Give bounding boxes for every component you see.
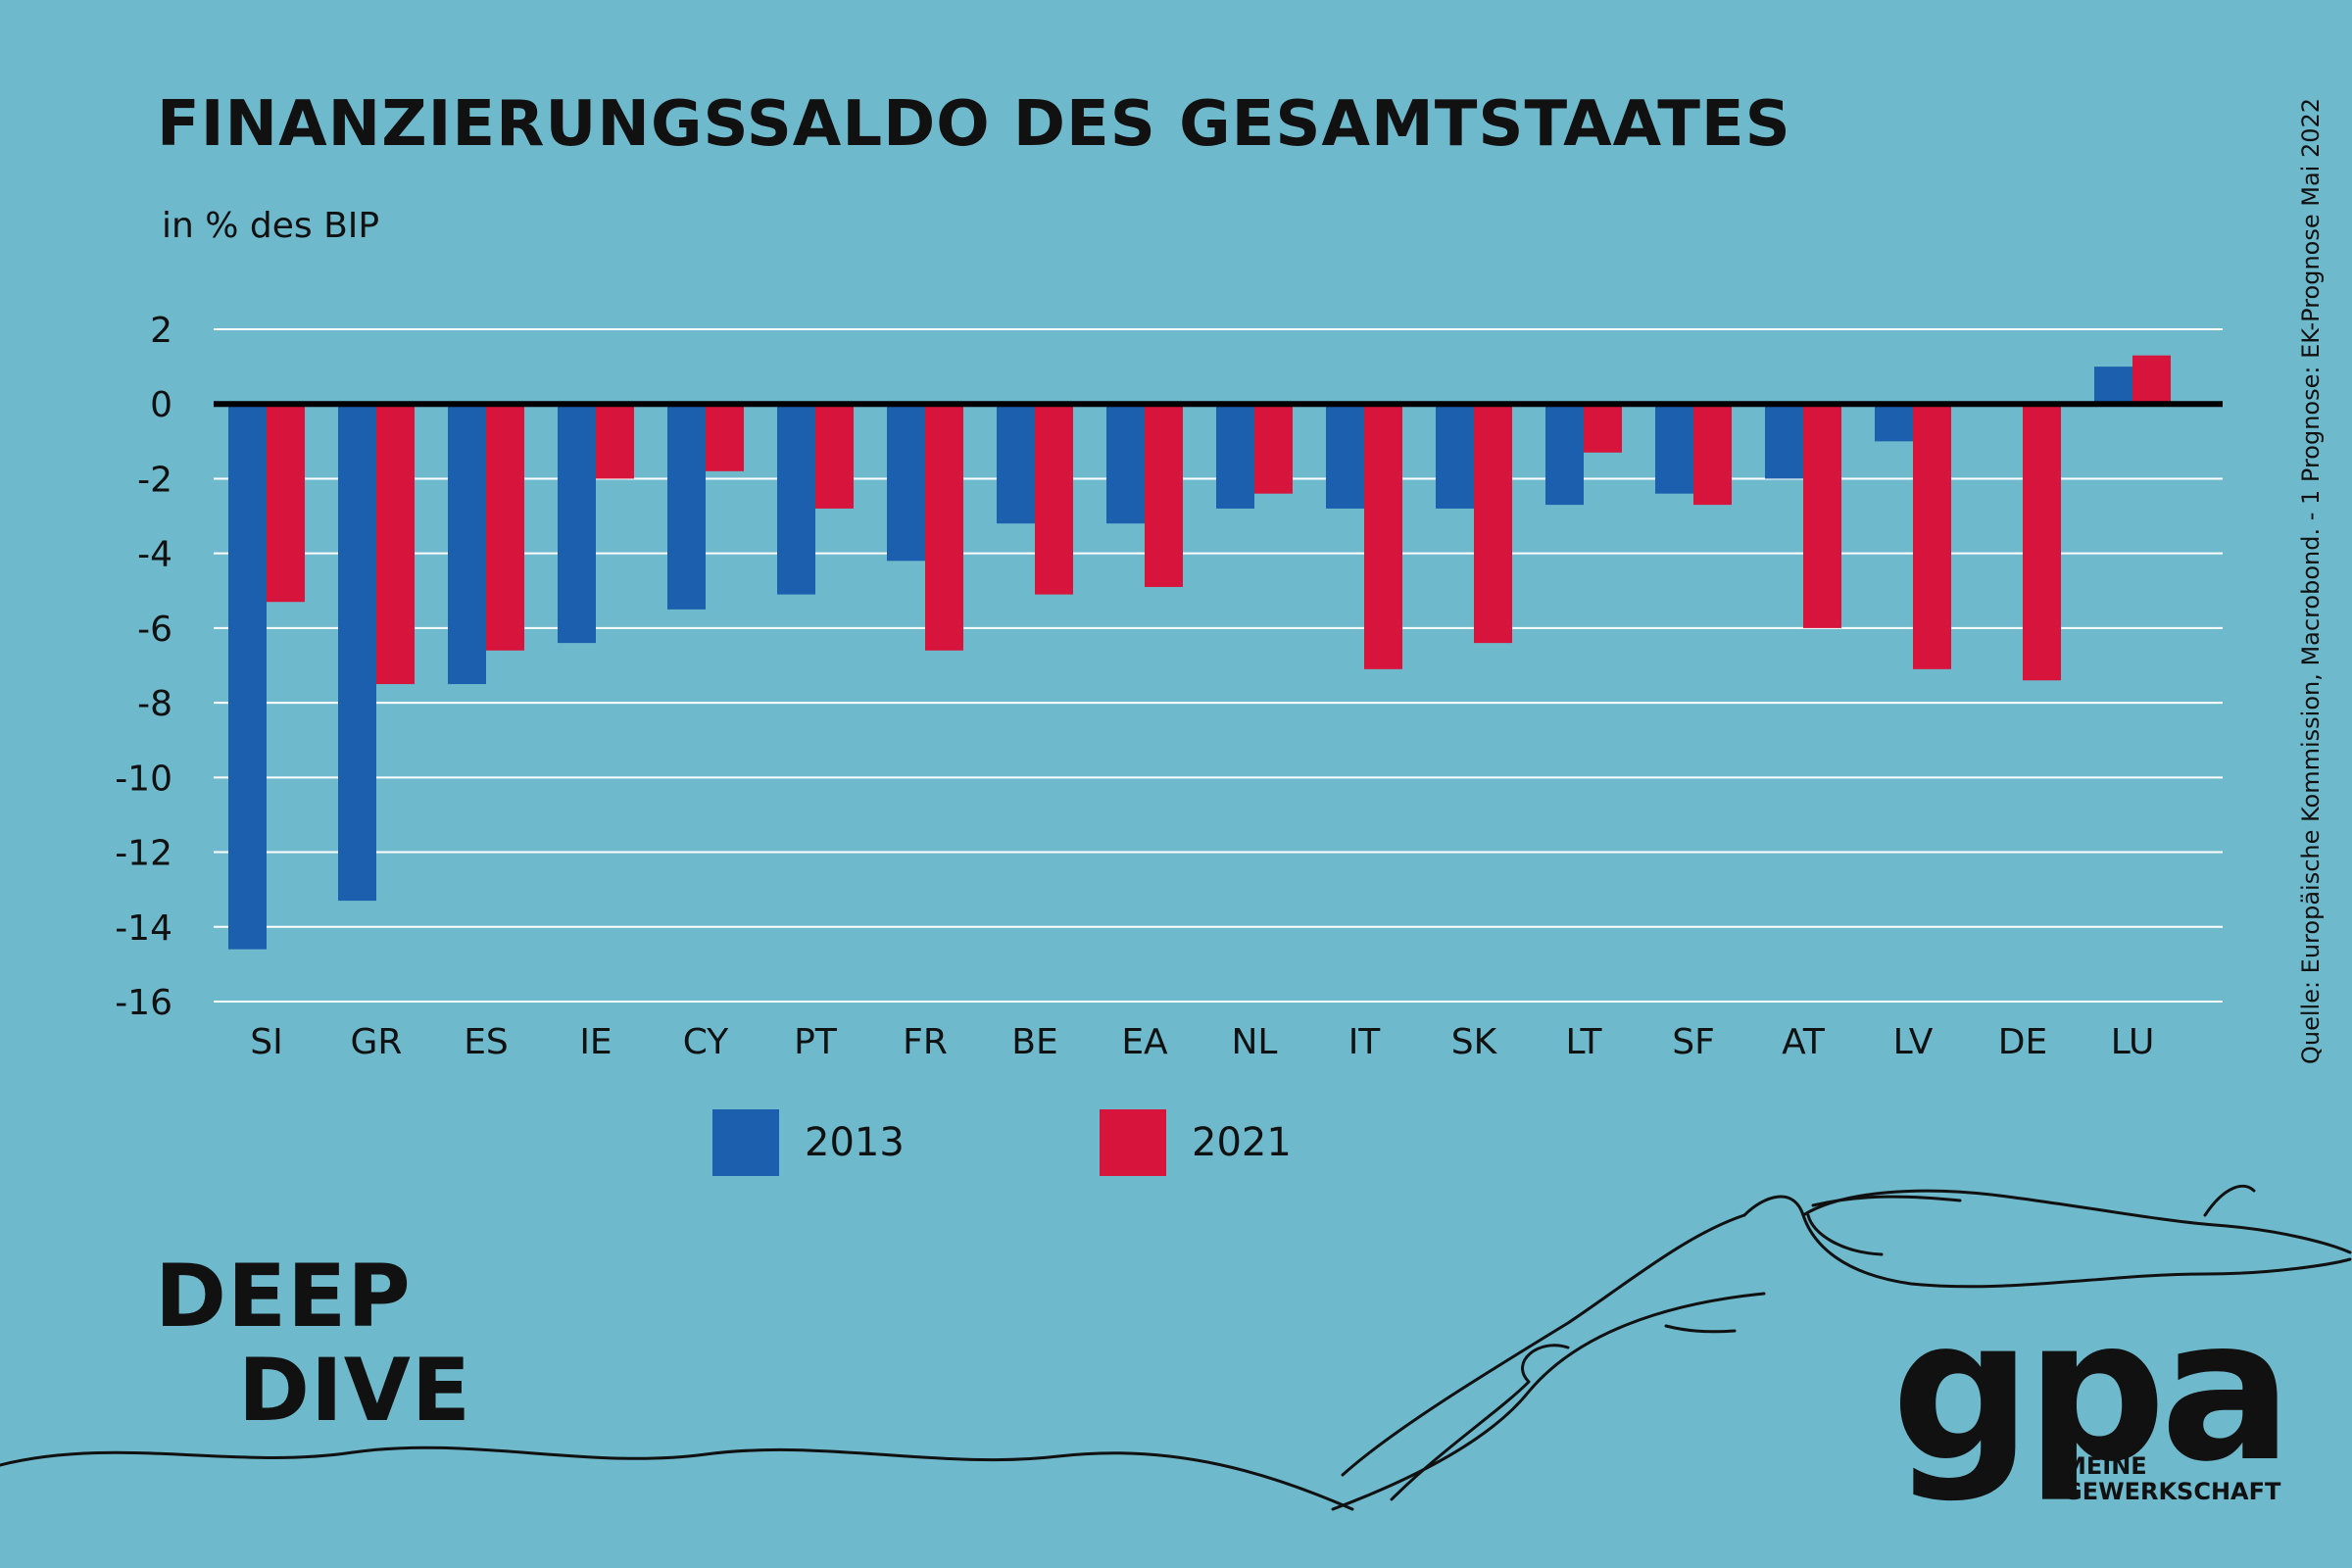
y-tick-label: -12 [115, 834, 172, 874]
bar-GR-2013 [338, 404, 376, 902]
bar-CY-2013 [667, 404, 706, 610]
x-tick-label: LV [1893, 1022, 1934, 1062]
bar-LU-2021 [2132, 355, 2171, 405]
bar-LV-2021 [1913, 404, 1951, 669]
bar-EA-2013 [1106, 404, 1145, 524]
bar-IT-2021 [1364, 404, 1402, 669]
bar-SK-2021 [1474, 404, 1512, 644]
y-tick-label: -16 [115, 983, 172, 1023]
bar-EA-2021 [1145, 404, 1183, 587]
bar-BE-2021 [1035, 404, 1073, 595]
bar-LT-2021 [1584, 404, 1622, 453]
bar-AT-2013 [1765, 404, 1803, 479]
x-tick-label: FR [903, 1022, 948, 1062]
bar-DE-2021 [2023, 404, 2061, 681]
x-tick-label: NL [1232, 1022, 1278, 1062]
bar-PT-2013 [777, 404, 815, 595]
x-tick-label: AT [1782, 1022, 1826, 1062]
legend-item-2021: 2021 [1100, 1109, 1292, 1176]
bar-ES-2013 [448, 404, 486, 685]
x-tick-label: GR [351, 1022, 403, 1062]
x-tick-label: IT [1348, 1022, 1382, 1062]
bar-IT-2013 [1326, 404, 1364, 509]
bar-LV-2013 [1875, 404, 1913, 442]
y-tick-label: -4 [137, 535, 172, 575]
y-tick-label: -8 [137, 684, 172, 724]
bar-FR-2013 [887, 404, 925, 562]
bar-NL-2013 [1216, 404, 1254, 509]
deep-dive-label: DEEP DIVE [155, 1250, 471, 1438]
y-tick-label: -6 [137, 610, 172, 650]
logo-sub-line-2: GEWERKSCHAFT [2063, 1478, 2281, 1505]
x-tick-label: ES [464, 1022, 509, 1062]
bar-SI-2013 [228, 404, 267, 950]
y-tick-label: 2 [150, 311, 172, 351]
x-tick-label: BE [1011, 1022, 1057, 1062]
y-tick-label: -2 [137, 460, 172, 500]
bar-IE-2013 [558, 404, 596, 644]
x-tick-label: SK [1451, 1022, 1498, 1062]
x-tick-label: DE [1998, 1022, 2047, 1062]
bar-SF-2013 [1655, 404, 1693, 494]
x-tick-label: IE [579, 1022, 612, 1062]
legend-label-2021: 2021 [1192, 1120, 1292, 1165]
logo-subtitle: MEINE GEWERKSCHAFT [2063, 1453, 2280, 1504]
chart-title: FINANZIERUNGSSALDO DES GESAMTSTAATES [157, 88, 1791, 161]
bar-SK-2013 [1436, 404, 1474, 509]
brand-line-2: DIVE [238, 1340, 472, 1441]
bar-LT-2013 [1545, 404, 1584, 506]
x-tick-label: SI [250, 1022, 282, 1062]
y-tick-label: 0 [150, 385, 172, 425]
gpa-logo: gpa MEINE GEWERKSCHAFT [1891, 1277, 2292, 1505]
bar-BE-2013 [997, 404, 1035, 524]
x-tick-label: LT [1565, 1022, 1602, 1062]
bar-SF-2021 [1693, 404, 1732, 506]
brand-line-1: DEEP [155, 1246, 412, 1347]
legend-swatch-2013 [712, 1109, 779, 1176]
x-tick-label: SF [1672, 1022, 1715, 1062]
chart-subtitle: in % des BIP [162, 206, 380, 246]
x-tick-label: PT [794, 1022, 838, 1062]
y-tick-label: -10 [115, 759, 172, 799]
x-tick-label: LU [2111, 1022, 2155, 1062]
bar-ES-2021 [486, 404, 524, 651]
bar-AT-2021 [1803, 404, 1841, 628]
y-tick-label: -14 [115, 908, 172, 949]
logo-sub-line-1: MEINE [2063, 1452, 2147, 1480]
bar-FR-2021 [925, 404, 963, 651]
bar-chart: 2 0 -2 -4 -6 -8 -10 -12 -14 -16 SI GR ES IE CY PT FR BE EA… [115, 311, 2223, 1062]
legend-label-2013: 2013 [805, 1120, 905, 1165]
legend-item-2013: 2013 [712, 1109, 905, 1176]
bar-LU-2013 [2094, 367, 2132, 405]
logo-wordmark: gpa [1891, 1277, 2292, 1505]
bar-SI-2021 [267, 404, 305, 603]
bar-PT-2021 [815, 404, 854, 509]
x-tick-label: CY [683, 1022, 730, 1062]
x-tick-label: EA [1121, 1022, 1168, 1062]
bar-IE-2021 [596, 404, 634, 479]
bar-NL-2021 [1254, 404, 1293, 494]
bar-CY-2021 [706, 404, 744, 471]
bar-GR-2021 [376, 404, 415, 685]
legend-swatch-2021 [1100, 1109, 1166, 1176]
